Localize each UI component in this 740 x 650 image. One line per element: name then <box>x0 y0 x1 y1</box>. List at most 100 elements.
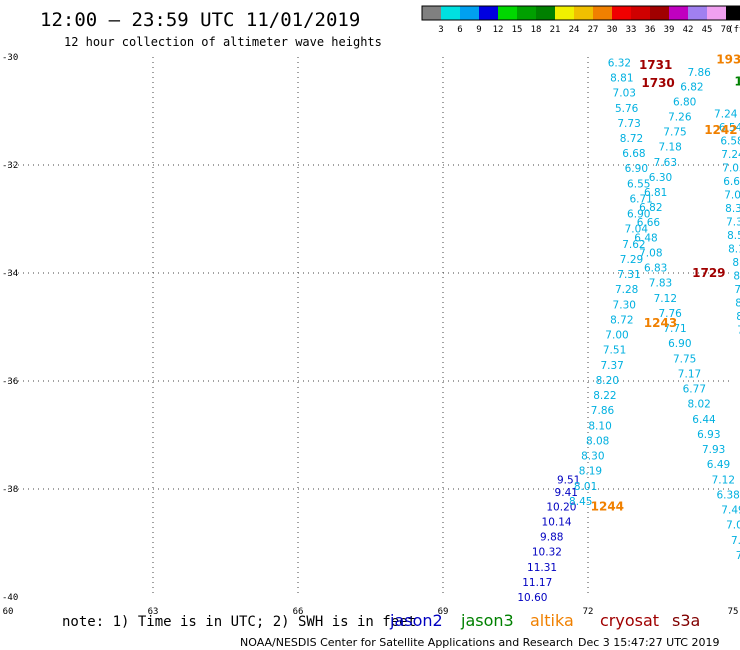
data-label: 6.80 <box>673 96 696 108</box>
colorbar-label: 9 <box>476 25 481 35</box>
footer-timestamp: Dec 3 15:47:27 UTC 2019 <box>578 636 719 649</box>
data-label: 6.58 <box>720 136 740 148</box>
data-label: 7.83 <box>649 278 672 290</box>
colorbar-swatch <box>631 6 650 20</box>
data-label: 6.81 <box>644 187 667 199</box>
data-label: 7.36 <box>726 217 740 229</box>
data-label: 10.14 <box>542 516 572 528</box>
data-label: 7.7 <box>734 284 740 296</box>
data-label: 8.01 <box>574 481 597 493</box>
colorbar-swatch <box>441 6 460 20</box>
colorbar-frame <box>421 5 740 21</box>
data-label: 8.72 <box>620 133 643 145</box>
data-label: 6.30 <box>649 172 672 184</box>
colorbar-label: 21 <box>550 25 561 35</box>
data-label: 7.30 <box>613 299 636 311</box>
data-label: 6.82 <box>639 202 662 214</box>
data-label: 6.82 <box>680 82 703 94</box>
data-label: 7.73 <box>617 118 640 130</box>
data-label: 7.86 <box>687 67 711 79</box>
data-label: 6.38 <box>716 489 739 501</box>
data-labels: 9.519.41 10.20 10.14 9.88 10.32 11.31 11.17 10.… <box>517 53 740 604</box>
colorbar-swatch <box>593 6 612 20</box>
data-label: 7.86 <box>591 405 615 417</box>
data-label: 1932 <box>716 53 740 67</box>
data-label: 7.09 <box>724 190 740 202</box>
footer-credit: NOAA/NESDIS Center for Satellite Applica… <box>240 636 573 649</box>
colorbar-label: (ft) <box>728 25 740 35</box>
colorbar-swatch <box>726 6 740 20</box>
data-label: 8.1 <box>732 257 740 269</box>
colorbar-swatch <box>422 6 441 20</box>
data-label: 5.76 <box>615 103 639 115</box>
data-label: 7.03 <box>613 88 636 100</box>
data-label: 7.94 <box>731 535 740 547</box>
x-tick-label: 72 <box>583 607 594 617</box>
data-label: 10.32 <box>532 547 562 559</box>
data-label: 6.49 <box>707 459 730 471</box>
axis-tick-labels: 60 63 66 69 72 75 -30 -32 -34 -36 -38 -40 <box>2 53 738 617</box>
data-label: 10.20 <box>546 501 576 513</box>
colorbar-label: 39 <box>664 25 675 35</box>
legend-item-jason3: jason3 <box>460 611 514 630</box>
data-label: 6.48 <box>634 232 657 244</box>
data-label: 9.88 <box>540 532 563 544</box>
data-label: 9.51 <box>557 474 580 486</box>
data-label: 7.93 <box>702 444 725 456</box>
y-tick-label: -36 <box>2 377 18 387</box>
data-label: 1730 <box>641 76 674 90</box>
data-label: 8.08 <box>586 435 609 447</box>
chart-subtitle: 12 hour collection of altimeter wave hei… <box>64 35 382 49</box>
data-label: 6.54 <box>719 122 740 134</box>
data-label: 6.66 <box>723 176 740 188</box>
legend-note: note: 1) Time is in UTC; 2) SWH is in fe… <box>62 614 416 630</box>
data-label: 7.76 <box>658 308 682 320</box>
data-label: 8.53 <box>727 230 740 242</box>
data-label: 7.63 <box>654 157 677 169</box>
colorbar-label: 3 <box>438 25 443 35</box>
legend-item-jason2: jason2 <box>389 611 443 630</box>
colorbar-label: 42 <box>683 25 694 35</box>
data-label: 7.29 <box>620 254 643 266</box>
data-label: 1731 <box>639 58 672 72</box>
x-tick-label: 66 <box>293 607 304 617</box>
data-label: 8.81 <box>610 73 633 85</box>
colorbar-swatch <box>650 6 669 20</box>
colorbar-swatch <box>479 6 498 20</box>
x-tick-label: 60 <box>3 607 14 617</box>
data-label: 7.75 <box>673 353 696 365</box>
colorbar-swatch <box>707 6 726 20</box>
data-label: 11.31 <box>527 562 557 574</box>
data-label: 6.90 <box>668 338 691 350</box>
legend-item-s3a: s3a <box>672 611 700 630</box>
data-label: 6.66 <box>637 217 661 229</box>
colorbar-label: 6 <box>457 25 462 35</box>
colorbar-swatch <box>536 6 555 20</box>
data-label: 7.75 <box>663 127 686 139</box>
data-label: 7.03 <box>722 163 740 175</box>
grid-lines <box>8 57 733 597</box>
data-label: 8.1 <box>736 311 740 323</box>
data-label: 7.28 <box>615 284 638 296</box>
data-label: 7.51 <box>603 345 626 357</box>
colorbar-label: 15 <box>512 25 523 35</box>
data-label: 8.0 <box>733 271 740 283</box>
data-label: 6.71 <box>629 193 652 205</box>
legend-item-cryosat: cryosat <box>600 611 659 630</box>
colorbar-label: 12 <box>493 25 504 35</box>
data-label: 6.93 <box>697 429 720 441</box>
x-tick-label: 63 <box>148 607 159 617</box>
y-tick-label: -30 <box>2 53 18 63</box>
data-label: 6.90 <box>625 163 648 175</box>
data-label: 7.71 <box>663 323 686 335</box>
data-label: 7.24 <box>721 149 740 161</box>
colorbar-swatch <box>574 6 593 20</box>
colorbar-label: 70 <box>721 25 732 35</box>
data-label: 1243 <box>644 316 677 330</box>
data-label: 8.15 <box>728 244 740 256</box>
data-label: 7.18 <box>658 142 681 154</box>
data-label: 8.10 <box>588 420 611 432</box>
data-label: 8.20 <box>596 375 619 387</box>
